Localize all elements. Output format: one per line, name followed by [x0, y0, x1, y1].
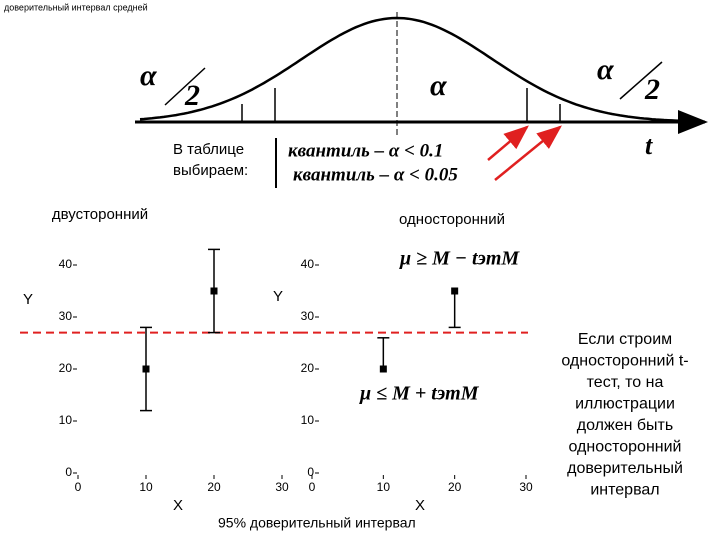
slide-title: доверительный интервал средней [4, 2, 148, 12]
alpha-label: α [140, 59, 157, 92]
y-tick-label: 40 [59, 257, 73, 271]
x-tick-label: 0 [75, 480, 82, 494]
x-axis-label: X [415, 497, 425, 514]
quantile-text: квантиль – α < 0.05 [293, 164, 458, 185]
note-line: иллюстрации [575, 396, 675, 413]
formula: μ ≥ M − tэmM [399, 248, 520, 270]
bell-curve [139, 16, 701, 123]
note-line: односторонний [568, 439, 681, 456]
point [451, 287, 459, 295]
y-tick-label: 20 [301, 361, 315, 375]
y-tick-label: 30 [301, 309, 315, 323]
arrow [487, 125, 529, 161]
x-tick-label: 20 [207, 480, 221, 494]
quantile-text: квантиль – α < 0.1 [288, 140, 443, 161]
point [142, 365, 150, 373]
note-line: односторонний t- [561, 353, 688, 370]
y-tick-label: 0 [65, 465, 72, 479]
fraction-slash [164, 67, 206, 106]
t-label: t [645, 131, 653, 160]
x-tick-label: 30 [275, 480, 289, 494]
y-tick-label: 0 [307, 465, 314, 479]
arrow [494, 125, 562, 181]
x-tick-label: 10 [139, 480, 153, 494]
note: Если строим односторонний t-тест, то на ил… [561, 331, 688, 499]
y-tick-label: 30 [59, 309, 73, 323]
formula: μ ≤ M + tэmM [359, 383, 480, 405]
y-tick-label: 20 [59, 361, 73, 375]
point [379, 365, 387, 373]
two-label: 2 [184, 79, 200, 112]
x-tick-label: 30 [519, 480, 533, 494]
two-label: 2 [644, 73, 660, 106]
alpha-label: α [597, 53, 614, 86]
y-tick-label: 40 [301, 257, 315, 271]
chart-title: односторонний [399, 211, 505, 228]
x-tick-label: 10 [377, 480, 391, 494]
y-tick-label: 10 [301, 413, 315, 427]
x-axis-label: X [173, 497, 183, 514]
note-line: интервал [590, 482, 659, 499]
note-line: доверительный [567, 460, 683, 477]
fraction-slash [619, 61, 663, 100]
x-tick-label: 20 [448, 480, 462, 494]
table-note: В таблице [173, 141, 244, 158]
alpha-label: α [430, 69, 447, 102]
y-axis-label: Y [273, 288, 283, 305]
y-tick-label: 10 [59, 413, 73, 427]
caption: 95% доверительный интервал [218, 515, 416, 531]
chart-title: двусторонний [52, 206, 148, 223]
y-axis-label: Y [23, 291, 33, 308]
x-tick-label: 0 [309, 480, 316, 494]
note-line: Если строим [578, 331, 672, 348]
point [210, 287, 218, 295]
table-note: выбираем: [173, 162, 248, 179]
note-line: тест, то на [587, 374, 664, 391]
note-line: должен быть [577, 417, 673, 434]
